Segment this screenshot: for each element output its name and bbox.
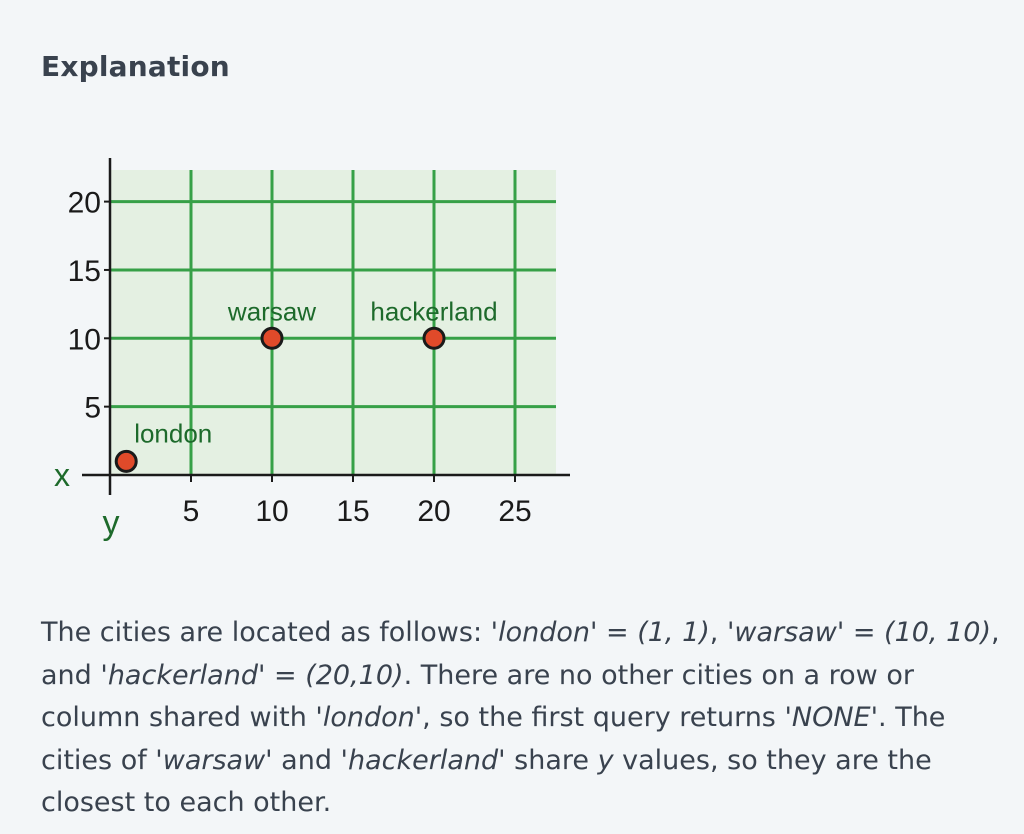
explanation-segment: ' = (257, 659, 306, 691)
city-name: hackerland (107, 659, 258, 691)
explanation-segment: ' = (589, 617, 638, 648)
x-tick-label: 20 (417, 495, 450, 528)
city-coordinate-figure: 5 10 15 20 25 5 10 15 20 x y london warsaw hackerland (40, 150, 580, 560)
explanation-segment: ', so the first query returns ' (414, 702, 792, 733)
coordinate-value: (20,10) (305, 659, 404, 691)
city-name: london (498, 617, 590, 648)
city-label: hackerland (370, 296, 497, 326)
explanation-segment: ' and ' (265, 744, 348, 776)
explanation-segment: ' share (498, 744, 598, 776)
explanation-segment: , ' (709, 617, 735, 648)
explanation-text: The cities are located as follows: 'lond… (41, 612, 1001, 825)
query-result: NONE (791, 702, 871, 733)
y-tick-label: 10 (68, 323, 101, 356)
section-heading: Explanation (41, 50, 230, 83)
coordinate-value: (10, 10) (884, 617, 991, 648)
explanation-segment: The cities are located as follows: ' (41, 617, 499, 648)
city-point (114, 449, 138, 473)
y-tick-label: 20 (68, 187, 101, 220)
city-label: london (134, 418, 212, 448)
y-tick-label: 15 (68, 255, 101, 288)
variable-name: y (597, 744, 614, 776)
city-name: hackerland (347, 744, 499, 776)
explanation-segment: , and ' (41, 617, 1000, 691)
coordinate-value: (1, 1) (637, 617, 710, 648)
city-label: warsaw (227, 296, 316, 326)
city-name: london (322, 702, 415, 733)
city-scatter-chart: 5 10 15 20 25 5 10 15 20 xy london warsaw hackerland (54, 158, 570, 542)
explanation-segment: . There are no other cities on a row or … (41, 659, 914, 734)
x-tick-label: 25 (498, 495, 531, 528)
city-name: warsaw (162, 744, 266, 776)
x-tick-label: 10 (255, 495, 288, 528)
plot-area (110, 170, 556, 475)
city-point (260, 326, 284, 350)
y-axis-label: y (103, 504, 120, 542)
explanation-segment: '. The cities of ' (41, 702, 946, 776)
x-axis-label: x (54, 457, 70, 493)
city-point (422, 326, 446, 350)
city-name: warsaw (734, 617, 837, 648)
y-tick-label: 5 (84, 392, 101, 425)
x-tick-label: 5 (183, 495, 200, 528)
explanation-segment: ' = (836, 617, 885, 648)
x-tick-label: 15 (336, 495, 369, 528)
explanation-segment: values, so they are the closest to each … (41, 744, 932, 819)
